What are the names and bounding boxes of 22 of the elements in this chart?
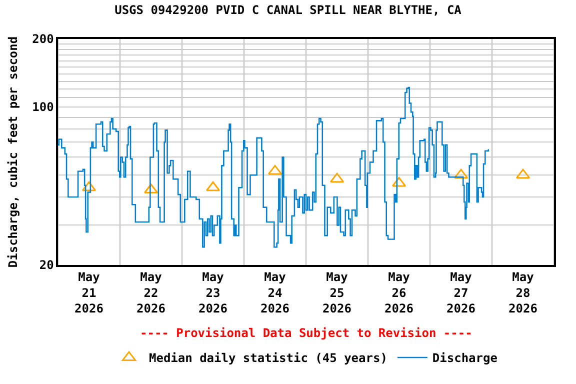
y-tick-label: 100 — [32, 100, 54, 114]
x-tick-label: May 28 2026 — [508, 270, 538, 316]
x-tick-label: May 22 2026 — [136, 270, 166, 316]
point — [82, 181, 96, 192]
y-tick-label: 200 — [32, 32, 54, 46]
chart-title: USGS 09429200 PVID C CANAL SPILL NEAR BLYTHE, CA — [114, 3, 462, 18]
point — [454, 168, 468, 179]
point — [268, 164, 282, 175]
y-tick-label: 20 — [39, 258, 54, 272]
x-tick-label: May 26 2026 — [384, 270, 414, 316]
x-tick-label: May 24 2026 — [260, 270, 290, 316]
x-tick-label: May 21 2026 — [74, 270, 104, 316]
x-tick-label: May 23 2026 — [198, 270, 228, 316]
point — [206, 181, 220, 192]
y-axis-title: Discharge, cubic feet per second — [6, 36, 20, 268]
x-tick-label: May 25 2026 — [322, 270, 352, 316]
x-tick-label: May 27 2026 — [446, 270, 476, 316]
point — [516, 168, 530, 179]
point — [330, 172, 344, 183]
legend-label: Median daily statistic (45 years) — [149, 351, 388, 366]
legend-label: Discharge — [432, 351, 498, 366]
text: ---- Provisional Data Subject to Revision ---- — [140, 326, 472, 340]
